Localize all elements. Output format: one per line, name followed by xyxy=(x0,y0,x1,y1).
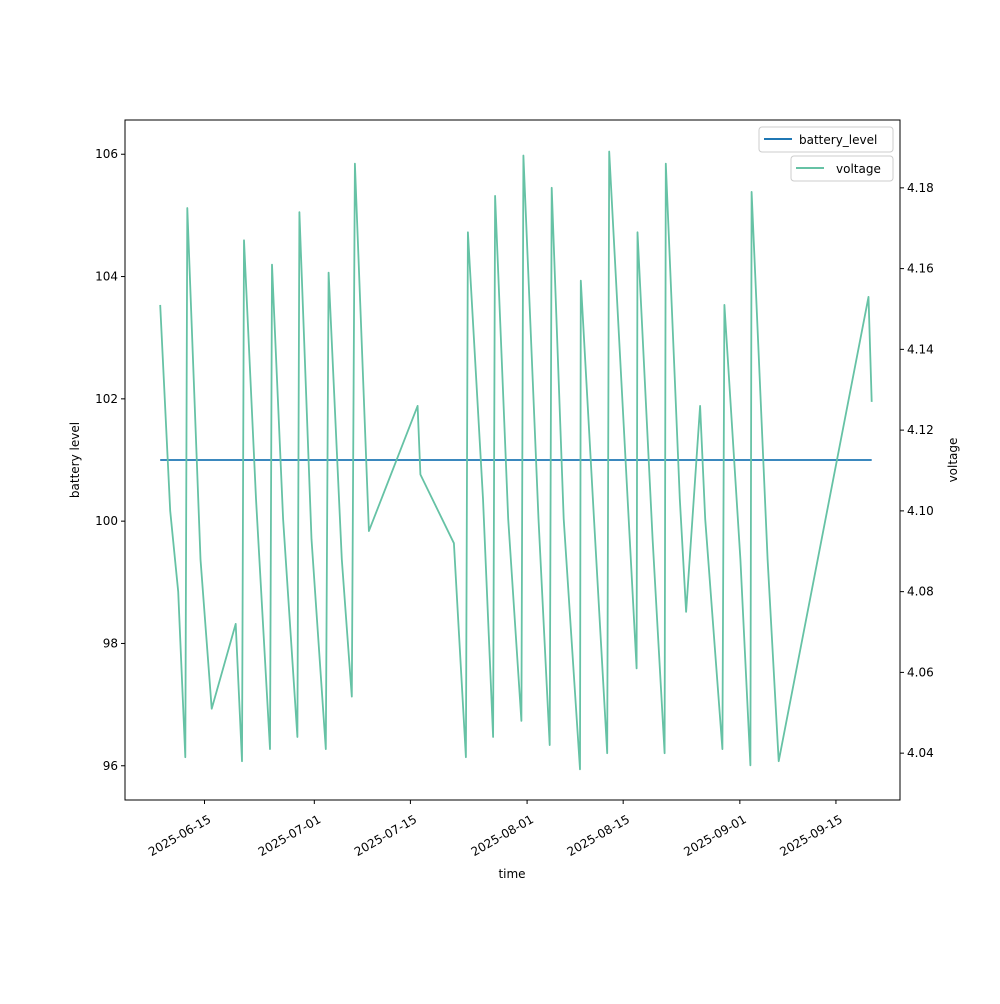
y-tick-label: 106 xyxy=(95,147,118,161)
y2-axis-ticks: 4.04 4.06 4.08 4.10 4.12 4.14 4.16 4.18 xyxy=(900,181,934,760)
y-tick-label: 102 xyxy=(95,392,118,406)
legend-frame xyxy=(758,126,894,153)
legend-label-battery: battery_level xyxy=(799,133,877,147)
legend-battery: battery_level xyxy=(758,126,894,153)
y2-tick-label: 4.10 xyxy=(907,504,934,518)
y2-tick-label: 4.04 xyxy=(907,746,934,760)
legend-label-voltage: voltage xyxy=(836,162,881,176)
legend-frame xyxy=(790,155,894,182)
axes-frame xyxy=(124,119,901,801)
y2-tick-label: 4.18 xyxy=(907,181,934,195)
plot-marks xyxy=(159,150,873,771)
series-line-voltage xyxy=(159,150,873,771)
y-tick-label: 100 xyxy=(95,514,118,528)
y-tick-label: 98 xyxy=(103,636,118,650)
y-tick-label: 96 xyxy=(103,759,118,773)
y2-tick-label: 4.06 xyxy=(907,665,934,679)
y2-tick-label: 4.12 xyxy=(907,423,934,437)
y-tick-label: 104 xyxy=(95,270,118,284)
legend-voltage: voltage xyxy=(790,155,894,182)
y2-tick-label: 4.16 xyxy=(907,262,934,276)
y2-tick-label: 4.14 xyxy=(907,342,934,356)
y2-axis-label: voltage xyxy=(946,438,960,483)
x-axis-label: time xyxy=(498,867,525,881)
y-axis-label: battery level xyxy=(68,422,82,498)
y2-tick-label: 4.08 xyxy=(907,585,934,599)
y-axis-ticks: 96 98 100 102 104 106 xyxy=(95,147,125,773)
